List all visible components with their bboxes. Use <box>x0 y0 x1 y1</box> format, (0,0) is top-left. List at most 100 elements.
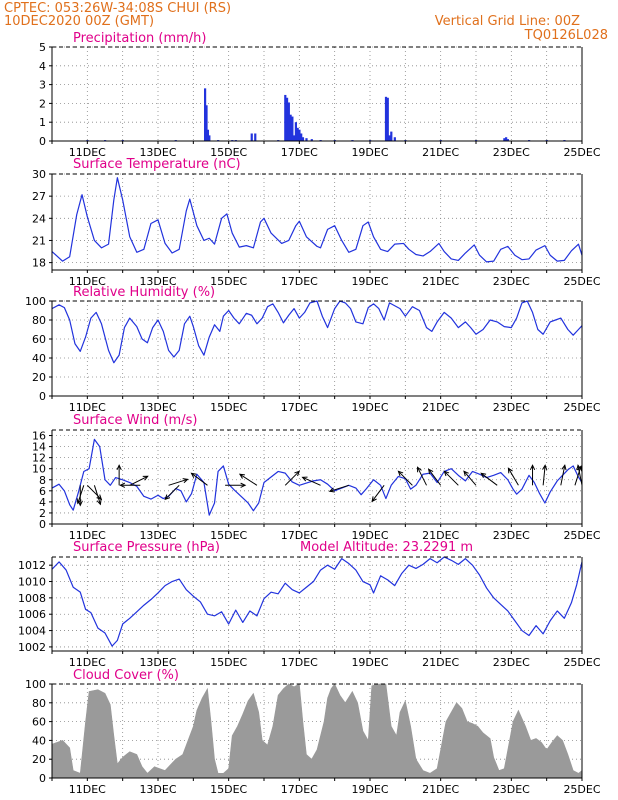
temp-xtick-label: 15DEC <box>210 275 247 288</box>
panel-precip: Precipitation (mm/h) 0 1 2 3 4 5 11DEC 13DEC 15DE… <box>39 31 601 159</box>
cloud-xtick-label: 17DEC <box>281 783 318 796</box>
wind-ytick-label: 4 <box>39 496 46 509</box>
precip-bar <box>305 138 308 141</box>
rh-xtick-label: 21DEC <box>422 401 459 414</box>
wind-arrow-head <box>371 496 377 503</box>
wind-frame <box>51 430 583 525</box>
precip-bar <box>296 127 299 141</box>
rh-xtick-label: 25DEC <box>563 401 600 414</box>
wind-ytick-label: 6 <box>39 485 46 498</box>
pres-xtick-label: 15DEC <box>210 656 247 669</box>
precip-bar <box>390 131 393 141</box>
wind-arrow-head <box>561 464 567 471</box>
temp-ytick-label: 21 <box>32 234 46 247</box>
wind-arrow <box>463 470 477 486</box>
wind-arrow <box>417 467 427 486</box>
pres-frame <box>51 557 583 652</box>
temp-frame <box>51 174 583 271</box>
rh-xtick-label: 17DEC <box>281 401 318 414</box>
precip-bar <box>388 135 391 141</box>
wind-xtick-label: 25DEC <box>563 529 600 542</box>
precip-bar <box>206 129 210 141</box>
wind-arrow-head <box>238 473 245 479</box>
precip-bar <box>301 137 305 141</box>
precip-bar <box>298 129 301 141</box>
temp-ytick-label: 18 <box>32 257 46 270</box>
pres-xtick-label: 23DEC <box>493 656 530 669</box>
wind-ytick-label: 16 <box>32 430 46 443</box>
pres-xtick-label: 13DEC <box>139 656 176 669</box>
temp-line <box>51 177 583 263</box>
rh-ytick-label: 20 <box>32 371 46 384</box>
temp-xtick-label: 23DEC <box>493 275 530 288</box>
cloud-xtick-label: 19DEC <box>351 783 388 796</box>
rh-xtick-label: 15DEC <box>210 401 247 414</box>
precip-bar <box>506 139 509 141</box>
precip-bar <box>208 135 211 141</box>
wind-arrow-head <box>294 470 301 477</box>
wind-arrow-head <box>328 487 335 493</box>
temp-ytick-label: 24 <box>32 212 46 225</box>
wind-arrow-head <box>190 472 197 478</box>
cloud-ytick-label: 100 <box>25 678 46 691</box>
wind-arrow <box>93 485 101 505</box>
header-grid-note: Vertical Grid Line: 00Z <box>435 14 580 29</box>
precip-ytick-label: 2 <box>39 97 46 110</box>
wind-arrow <box>191 472 208 486</box>
precip-ytick-label: 1 <box>39 116 46 129</box>
cloud-xtick-label: 11DEC <box>69 783 106 796</box>
wind-arrow-head <box>240 482 247 488</box>
cloud-xtick-label: 25DEC <box>563 783 600 796</box>
wind-arrow-head <box>182 478 189 484</box>
wind-xtick-label: 17DEC <box>281 529 318 542</box>
cloud-title: Cloud Cover (%) <box>73 668 179 683</box>
precip-ytick-label: 3 <box>39 79 46 92</box>
precip-bar <box>293 135 296 141</box>
pres-ytick-label: 1002 <box>18 641 46 654</box>
precip-xtick-label: 19DEC <box>351 146 388 159</box>
pres-subtitle: Model Altitude: 23.2291 m <box>300 540 473 555</box>
wind-arrow <box>168 478 188 486</box>
temp-xtick-label: 17DEC <box>281 275 318 288</box>
temp-ytick-label: 27 <box>32 190 46 203</box>
wind-arrow <box>480 472 498 486</box>
precip-xtick-label: 17DEC <box>281 146 318 159</box>
wind-arrow <box>164 484 180 500</box>
cloud-ytick-label: 80 <box>32 697 46 710</box>
wind-arrow <box>428 468 442 486</box>
precip-frame <box>51 47 583 142</box>
pres-line <box>51 556 583 647</box>
cloud-xtick-label: 23DEC <box>493 783 530 796</box>
wind-arrow-head <box>427 468 434 475</box>
header-station: CPTEC: 053:26W-34:08S CHUI (RS) <box>4 1 231 16</box>
wind-arrow <box>371 484 385 502</box>
wind-arrow <box>398 470 413 486</box>
wind-arrow-head <box>542 464 548 471</box>
header-model: TQ0126L028 <box>524 28 608 43</box>
cloud-area <box>51 683 583 779</box>
precip-xtick-label: 25DEC <box>563 146 600 159</box>
wind-arrow-head <box>76 498 82 505</box>
pres-xtick-label: 19DEC <box>351 656 388 669</box>
pres-ytick-label: 1004 <box>18 625 46 638</box>
cloud-xtick-label: 15DEC <box>210 783 247 796</box>
cloud-xtick-label: 21DEC <box>422 783 459 796</box>
precip-ytick-label: 4 <box>39 60 46 73</box>
rh-ytick-label: 100 <box>25 295 46 308</box>
wind-arrow <box>329 484 349 492</box>
precip-bar <box>284 94 287 141</box>
cloud-xtick-label: 13DEC <box>139 783 176 796</box>
precip-bar <box>386 97 389 141</box>
panel-rh: Relative Humidity (%) 0 20 40 60 80 100 11DEC 13… <box>25 285 601 414</box>
wind-arrow-head <box>443 470 450 477</box>
precip-xtick-label: 23DEC <box>493 146 530 159</box>
pres-xtick-label: 11DEC <box>69 656 106 669</box>
wind-xtick-label: 15DEC <box>210 529 247 542</box>
pres-ytick-label: 1010 <box>18 576 46 589</box>
precip-bar <box>291 116 294 141</box>
wind-arrow <box>560 465 566 486</box>
wind-arrow-head <box>96 499 102 506</box>
precip-bar <box>287 102 290 141</box>
rh-xtick-label: 11DEC <box>69 401 106 414</box>
wind-xtick-label: 21DEC <box>422 529 459 542</box>
